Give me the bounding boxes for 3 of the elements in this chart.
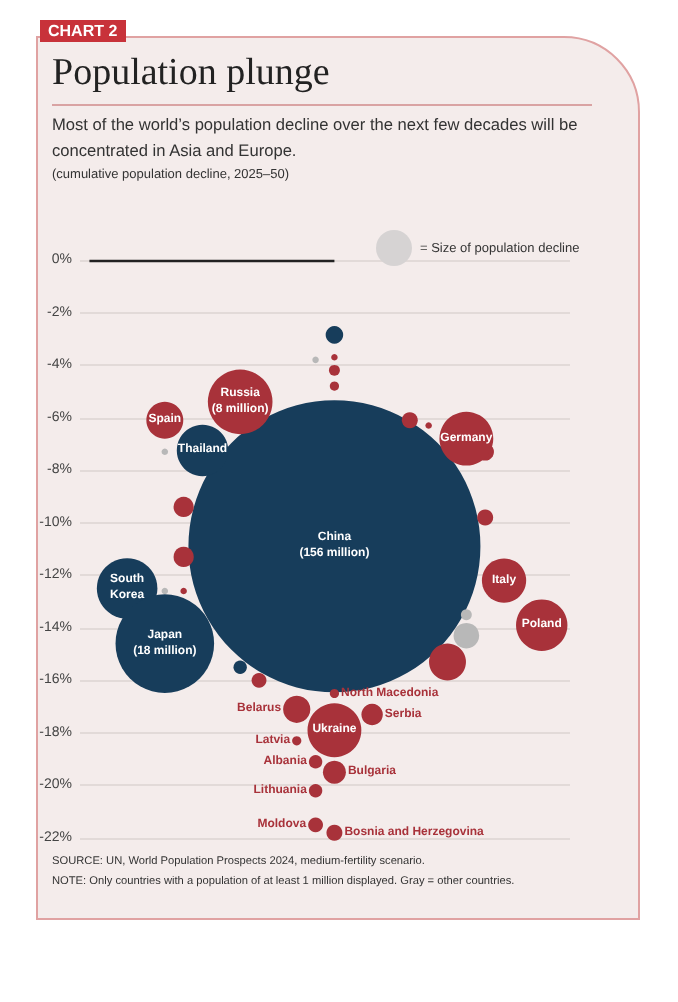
caption: CHART 2: [40, 20, 126, 42]
chart-title: Population plunge: [52, 52, 330, 96]
chart-subtitle: Most of the world’s population decline over the next few decades will be concentrated in Asia and Europe.: [52, 112, 580, 164]
